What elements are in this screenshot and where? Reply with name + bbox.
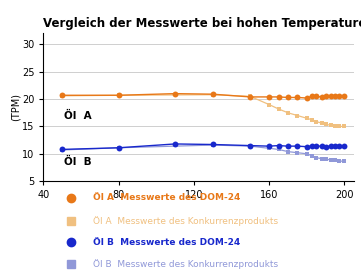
Point [172,92,178,96]
Point [285,95,291,100]
Point [304,151,310,156]
Point [172,142,178,146]
Point [304,116,310,121]
Point [295,150,300,155]
Point [336,159,342,163]
Point [323,122,329,126]
Point [116,146,121,150]
Point [342,94,347,98]
Point [332,158,338,163]
Point [210,93,216,97]
Point [328,94,334,98]
Point [309,94,315,98]
Point [247,95,253,99]
Point [328,158,334,162]
Point [295,144,300,148]
Point [247,143,253,148]
Point [266,102,272,107]
Point [332,144,338,148]
Y-axis label: (TPM): (TPM) [10,93,21,121]
Point [342,124,347,129]
Point [116,146,121,150]
Point [313,144,319,148]
Point [304,145,310,149]
Text: Öl  B: Öl B [64,157,92,167]
Point [285,149,291,154]
Point [285,110,291,115]
Point [295,113,300,118]
Point [116,93,121,97]
Point [59,93,65,98]
Point [285,144,291,148]
Point [336,94,342,98]
Point [295,95,300,100]
Point [266,144,272,148]
Point [323,145,329,149]
Text: Vergleich der Messwerte bei hohen Temperaturen: Vergleich der Messwerte bei hohen Temper… [43,16,361,30]
Point [59,93,65,97]
Point [247,94,253,98]
Point [309,118,315,122]
Point [210,143,216,147]
Point [319,121,325,125]
Point [276,95,282,99]
Point [328,144,334,148]
Point [342,144,347,148]
Point [313,155,319,160]
Point [276,147,282,152]
Point [336,124,342,129]
Point [210,92,216,97]
Point [116,93,121,97]
Point [247,144,253,148]
Text: Öl B  Messwerte des Konkurrenzprodukts: Öl B Messwerte des Konkurrenzprodukts [93,259,278,269]
Point [328,123,334,128]
Point [342,159,347,164]
Point [332,94,338,98]
Point [332,124,338,128]
Text: Öl A  Messwerte des DOM-24: Öl A Messwerte des DOM-24 [93,193,240,202]
Point [266,95,272,99]
Point [304,96,310,100]
Point [309,154,315,158]
Point [323,157,329,162]
Point [59,148,65,152]
Point [319,157,325,161]
Text: Öl A  Messwerte des Konkurrenzprodukts: Öl A Messwerte des Konkurrenzprodukts [93,216,278,226]
Point [266,146,272,151]
Point [276,143,282,148]
Point [210,142,216,147]
Point [309,144,315,148]
Point [276,107,282,111]
Point [313,94,319,98]
Text: Öl  A: Öl A [64,111,92,121]
Point [336,144,342,148]
Point [323,93,329,98]
Text: Öl B  Messwerte des DOM-24: Öl B Messwerte des DOM-24 [93,237,240,247]
Point [59,147,65,152]
Point [313,119,319,124]
Point [319,144,325,148]
Point [319,95,325,99]
